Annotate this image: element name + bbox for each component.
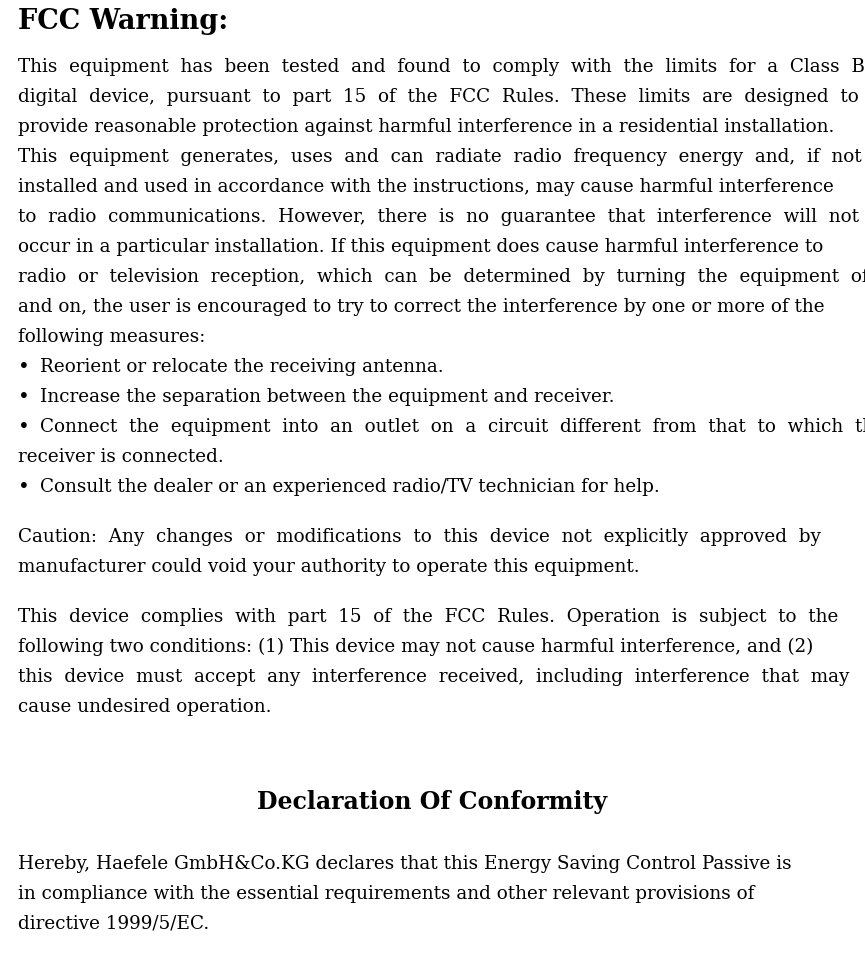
Text: following measures:: following measures: <box>18 328 205 346</box>
Text: digital  device,  pursuant  to  part  15  of  the  FCC  Rules.  These  limits  a: digital device, pursuant to part 15 of t… <box>18 88 859 106</box>
Text: This  equipment  generates,  uses  and  can  radiate  radio  frequency  energy  : This equipment generates, uses and can r… <box>18 148 862 166</box>
Text: radio  or  television  reception,  which  can  be  determined  by  turning  the : radio or television reception, which can… <box>18 267 865 286</box>
Text: manufacturer could void your authority to operate this equipment.: manufacturer could void your authority t… <box>18 557 639 576</box>
Text: provide reasonable protection against harmful interference in a residential inst: provide reasonable protection against ha… <box>18 118 835 136</box>
Text: occur in a particular installation. If this equipment does cause harmful interfe: occur in a particular installation. If t… <box>18 237 823 256</box>
Text: in compliance with the essential requirements and other relevant provisions of: in compliance with the essential require… <box>18 884 754 902</box>
Text: •: • <box>18 418 29 437</box>
Text: •: • <box>18 358 29 377</box>
Text: Hereby, Haefele GmbH&Co.KG declares that this Energy Saving Control Passive is: Hereby, Haefele GmbH&Co.KG declares that… <box>18 854 791 872</box>
Text: FCC Warning:: FCC Warning: <box>18 8 228 35</box>
Text: receiver is connected.: receiver is connected. <box>18 448 224 465</box>
Text: to  radio  communications.  However,  there  is  no  guarantee  that  interferen: to radio communications. However, there … <box>18 207 859 226</box>
Text: installed and used in accordance with the instructions, may cause harmful interf: installed and used in accordance with th… <box>18 178 834 196</box>
Text: and on, the user is encouraged to try to correct the interference by one or more: and on, the user is encouraged to try to… <box>18 297 824 316</box>
Text: Caution:  Any  changes  or  modifications  to  this  device  not  explicitly  ap: Caution: Any changes or modifications to… <box>18 527 821 546</box>
Text: following two conditions: (1) This device may not cause harmful interference, an: following two conditions: (1) This devic… <box>18 638 813 656</box>
Text: Increase the separation between the equipment and receiver.: Increase the separation between the equi… <box>40 388 614 406</box>
Text: •: • <box>18 388 29 407</box>
Text: This  device  complies  with  part  15  of  the  FCC  Rules.  Operation  is  sub: This device complies with part 15 of the… <box>18 608 838 625</box>
Text: •: • <box>18 478 29 496</box>
Text: Consult the dealer or an experienced radio/TV technician for help.: Consult the dealer or an experienced rad… <box>40 478 660 495</box>
Text: Declaration Of Conformity: Declaration Of Conformity <box>258 789 607 813</box>
Text: cause undesired operation.: cause undesired operation. <box>18 698 272 715</box>
Text: this  device  must  accept  any  interference  received,  including  interferenc: this device must accept any interference… <box>18 668 849 685</box>
Text: This  equipment  has  been  tested  and  found  to  comply  with  the  limits  f: This equipment has been tested and found… <box>18 58 865 76</box>
Text: Connect  the  equipment  into  an  outlet  on  a  circuit  different  from  that: Connect the equipment into an outlet on … <box>40 418 865 435</box>
Text: directive 1999/5/EC.: directive 1999/5/EC. <box>18 914 209 932</box>
Text: Reorient or relocate the receiving antenna.: Reorient or relocate the receiving anten… <box>40 358 444 376</box>
